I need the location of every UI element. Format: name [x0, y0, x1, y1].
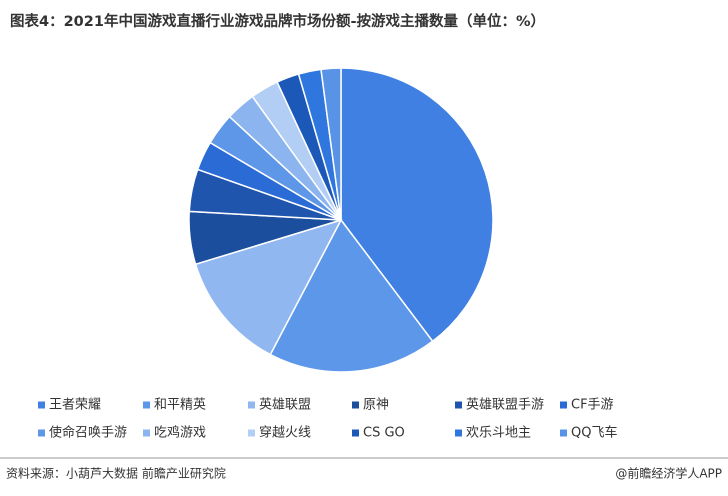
legend-swatch [143, 401, 150, 409]
legend-swatch [560, 401, 567, 409]
legend-label: 穿越火线 [259, 425, 311, 441]
legend-label: 英雄联盟 [259, 398, 311, 413]
chart-title: 图表4：2021年中国游戏直播行业游戏品牌市场份额-按游戏主播数量（单位：%） [10, 12, 545, 30]
legend-label: 和平精英 [154, 398, 206, 413]
legend-label: CF手游 [571, 398, 614, 413]
legend-swatch [455, 401, 462, 409]
pie-slice [320, 67, 342, 221]
legend-label: 欢乐斗地主 [466, 426, 531, 441]
legend-label: 英雄联盟手游 [466, 398, 544, 413]
legend-swatch [455, 429, 462, 437]
credit: @前瞻经济学人APP [615, 466, 722, 481]
legend-swatch [248, 429, 255, 437]
legend-swatch [560, 429, 567, 437]
legend-label: CS GO [363, 426, 405, 441]
pie-slice [269, 218, 434, 373]
legend-swatch [38, 401, 45, 409]
legend-swatch [248, 401, 255, 409]
legend-swatch [352, 401, 359, 409]
pie-slice [340, 67, 494, 343]
legend-label: 王者荣耀 [49, 398, 101, 413]
legend-label: 使命召唤手游 [49, 425, 127, 441]
legend-label: QQ飞车 [571, 425, 617, 441]
legend-swatch [352, 429, 359, 437]
source: 资料来源：小葫芦大数据 前瞻产业研究院 [6, 466, 226, 481]
legend-swatch [38, 429, 45, 437]
legend-label: 原神 [363, 398, 389, 413]
legend-label: 吃鸡游戏 [154, 425, 206, 441]
legend-swatch [143, 429, 150, 437]
